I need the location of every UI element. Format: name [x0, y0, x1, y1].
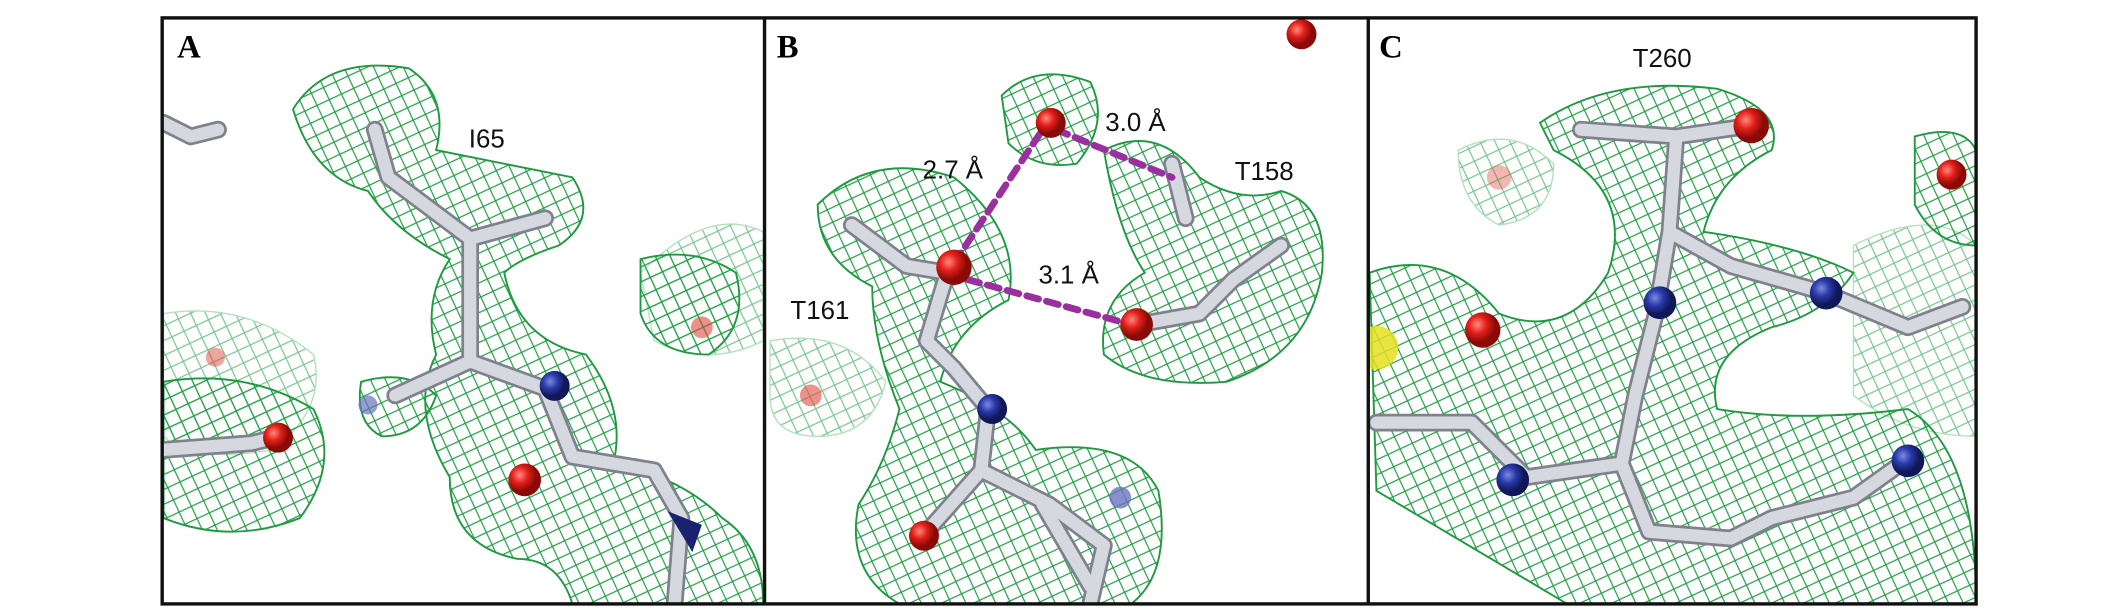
panel-label: C	[1379, 29, 1403, 65]
figure-frame	[160, 16, 1978, 606]
panel-label: B	[777, 29, 799, 65]
panel-label: A	[177, 29, 201, 65]
distance-label: 2.7 Å	[923, 155, 984, 185]
residue-label: T158	[1235, 158, 1294, 186]
panel-b-art	[769, 19, 1324, 604]
residue-label: I65	[469, 125, 505, 153]
residue-label: T260	[1633, 45, 1692, 73]
distance-label: 3.1 Å	[1038, 260, 1099, 290]
panel-c-art	[1369, 84, 1975, 604]
distance-label: 3.0 Å	[1105, 107, 1166, 137]
panel-a-art	[162, 64, 764, 604]
residue-label: T161	[790, 297, 849, 325]
